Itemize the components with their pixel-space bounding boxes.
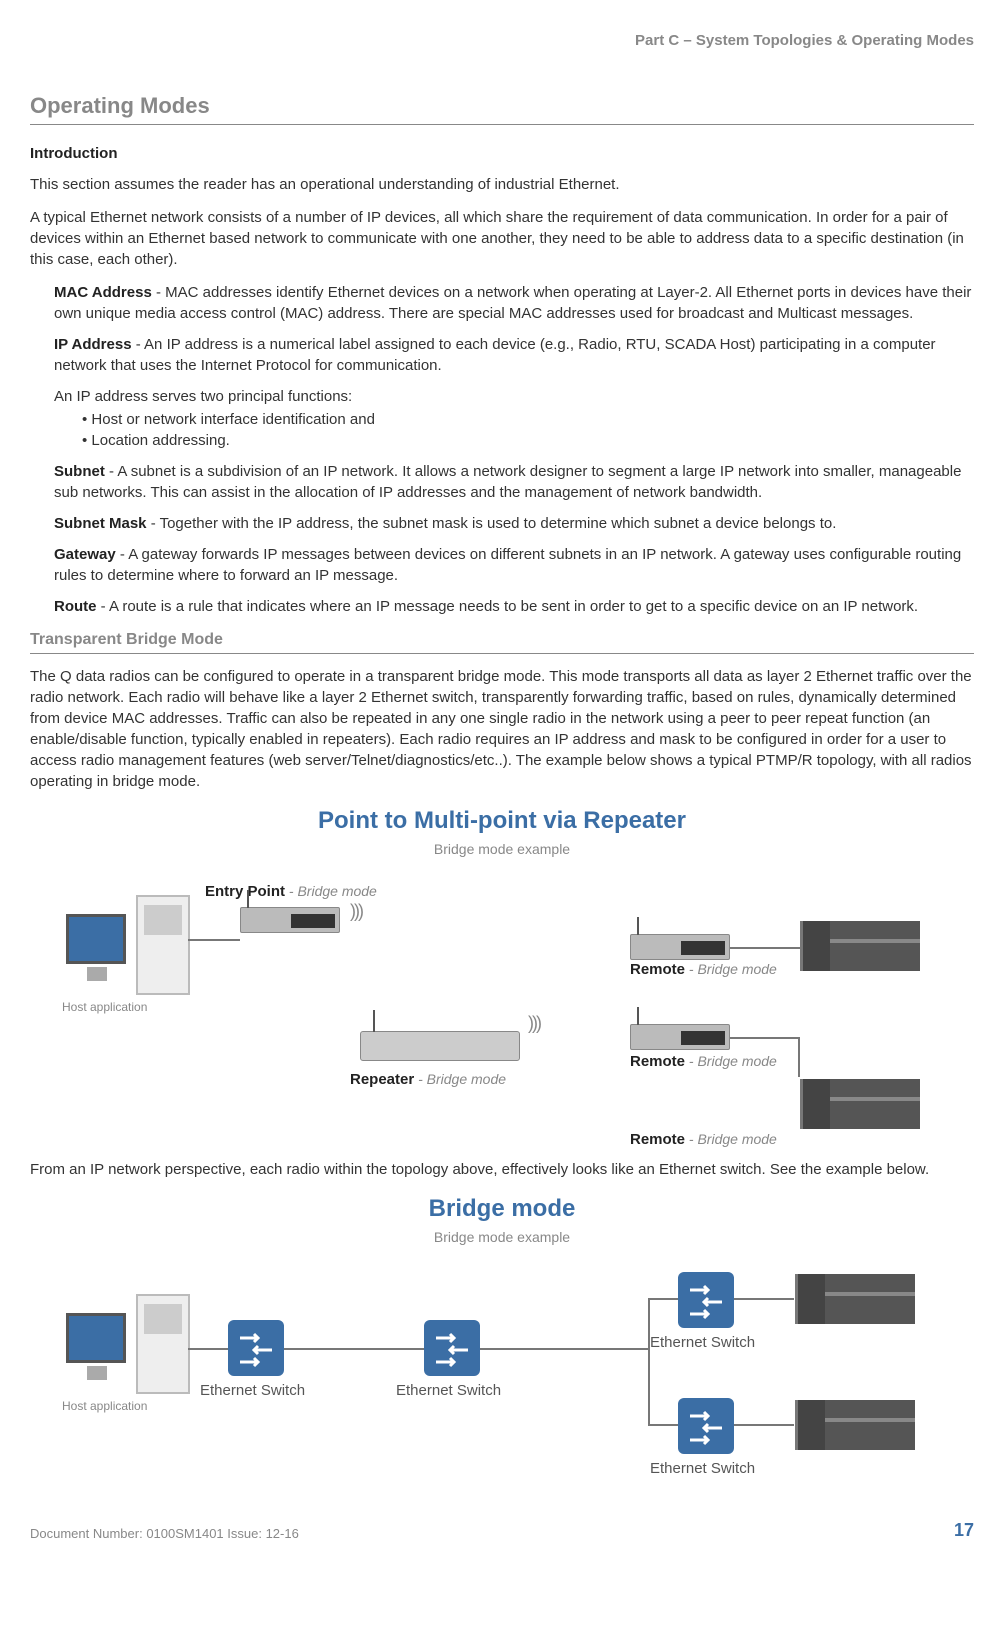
page-footer: Document Number: 0100SM1401 Issue: 12-16… bbox=[30, 1518, 974, 1543]
signal-icon: ))) bbox=[350, 899, 362, 924]
repeater-icon bbox=[360, 1031, 520, 1061]
plc-module-icon bbox=[795, 1274, 825, 1324]
monitor-icon bbox=[66, 914, 126, 964]
switch-icon bbox=[678, 1272, 734, 1328]
term-text: - MAC addresses identify Ethernet device… bbox=[54, 284, 971, 322]
host-label: Host application bbox=[62, 999, 147, 1016]
connector-line bbox=[734, 1298, 794, 1300]
term-route: Route - A route is a rule that indicates… bbox=[54, 596, 974, 617]
switch-label: Ethernet Switch bbox=[200, 1380, 305, 1401]
document-number: Document Number: 0100SM1401 Issue: 12-16 bbox=[30, 1525, 299, 1543]
ip-functions-intro: An IP address serves two principal funct… bbox=[54, 386, 974, 407]
term-mac: MAC Address - MAC addresses identify Eth… bbox=[54, 282, 974, 324]
paragraph: The Q data radios can be configured to o… bbox=[30, 666, 974, 792]
term-label: Gateway bbox=[54, 546, 116, 563]
plc-icon bbox=[830, 921, 920, 971]
remote-label: Remote - Bridge mode bbox=[630, 959, 777, 980]
term-text: - A route is a rule that indicates where… bbox=[97, 598, 919, 615]
connector-line bbox=[480, 1348, 650, 1350]
term-text: - Together with the IP address, the subn… bbox=[147, 515, 837, 532]
radio-icon bbox=[630, 1024, 730, 1050]
term-label: Route bbox=[54, 598, 97, 615]
diagram-subtitle: Bridge mode example bbox=[30, 840, 974, 860]
bullet-list: Host or network interface identification… bbox=[82, 409, 974, 451]
term-text: - An IP address is a numerical label ass… bbox=[54, 336, 936, 374]
plc-icon bbox=[825, 1400, 915, 1450]
switch-icon bbox=[424, 1320, 480, 1376]
connector-line bbox=[188, 1348, 228, 1350]
bullet-item: Location addressing. bbox=[82, 430, 974, 451]
diagram-bridge-mode: Bridge mode Bridge mode example Host app… bbox=[30, 1192, 974, 1497]
switch-icon bbox=[678, 1398, 734, 1454]
subheading-introduction: Introduction bbox=[30, 143, 974, 164]
plc-icon bbox=[830, 1079, 920, 1129]
remote-label: Remote - Bridge mode bbox=[630, 1129, 777, 1150]
radio-icon bbox=[630, 934, 730, 960]
connector-line bbox=[188, 939, 240, 941]
plc-icon bbox=[825, 1274, 915, 1324]
monitor-icon bbox=[66, 1313, 126, 1363]
connector-line bbox=[648, 1424, 678, 1426]
connector-line bbox=[730, 1037, 800, 1039]
switch-label: Ethernet Switch bbox=[650, 1332, 755, 1353]
term-ip: IP Address - An IP address is a numerica… bbox=[54, 334, 974, 376]
diagram-title: Point to Multi-point via Repeater bbox=[30, 804, 974, 838]
term-label: Subnet bbox=[54, 463, 105, 480]
heading-operating-modes: Operating Modes bbox=[30, 91, 974, 125]
diagram-ptmp-repeater: Point to Multi-point via Repeater Bridge… bbox=[30, 804, 974, 1149]
pc-tower-icon bbox=[136, 1294, 190, 1394]
host-label: Host application bbox=[62, 1398, 147, 1415]
plc-module-icon bbox=[800, 1079, 830, 1129]
term-label: MAC Address bbox=[54, 284, 152, 301]
bullet-item: Host or network interface identification… bbox=[82, 409, 974, 430]
plc-module-icon bbox=[800, 921, 830, 971]
term-text: - A gateway forwards IP messages between… bbox=[54, 546, 961, 584]
paragraph: This section assumes the reader has an o… bbox=[30, 174, 974, 195]
connector-line bbox=[798, 1037, 800, 1077]
signal-icon: ))) bbox=[528, 1011, 540, 1036]
term-subnet-mask: Subnet Mask - Together with the IP addre… bbox=[54, 513, 974, 534]
switch-label: Ethernet Switch bbox=[396, 1380, 501, 1401]
subheading-bridge-mode: Transparent Bridge Mode bbox=[30, 629, 974, 654]
connector-line bbox=[734, 1424, 794, 1426]
switch-icon bbox=[228, 1320, 284, 1376]
switch-label: Ethernet Switch bbox=[650, 1458, 755, 1479]
term-label: IP Address bbox=[54, 336, 132, 353]
page-header: Part C – System Topologies & Operating M… bbox=[30, 30, 974, 51]
connector-line bbox=[730, 947, 800, 949]
diagram-subtitle: Bridge mode example bbox=[30, 1228, 974, 1248]
diagram-title: Bridge mode bbox=[30, 1192, 974, 1226]
term-subnet: Subnet - A subnet is a subdivision of an… bbox=[54, 461, 974, 503]
repeater-label: Repeater - Bridge mode bbox=[350, 1069, 506, 1090]
term-label: Subnet Mask bbox=[54, 515, 147, 532]
plc-module-icon bbox=[795, 1400, 825, 1450]
connector-line bbox=[648, 1348, 650, 1426]
connector-line bbox=[284, 1348, 424, 1350]
term-gateway: Gateway - A gateway forwards IP messages… bbox=[54, 544, 974, 586]
paragraph: From an IP network perspective, each rad… bbox=[30, 1159, 974, 1180]
term-text: - A subnet is a subdivision of an IP net… bbox=[54, 463, 961, 501]
connector-line bbox=[648, 1298, 678, 1300]
paragraph: A typical Ethernet network consists of a… bbox=[30, 207, 974, 270]
radio-icon bbox=[240, 907, 340, 933]
page-number: 17 bbox=[954, 1518, 974, 1543]
pc-tower-icon bbox=[136, 895, 190, 995]
remote-label: Remote - Bridge mode bbox=[630, 1051, 777, 1072]
